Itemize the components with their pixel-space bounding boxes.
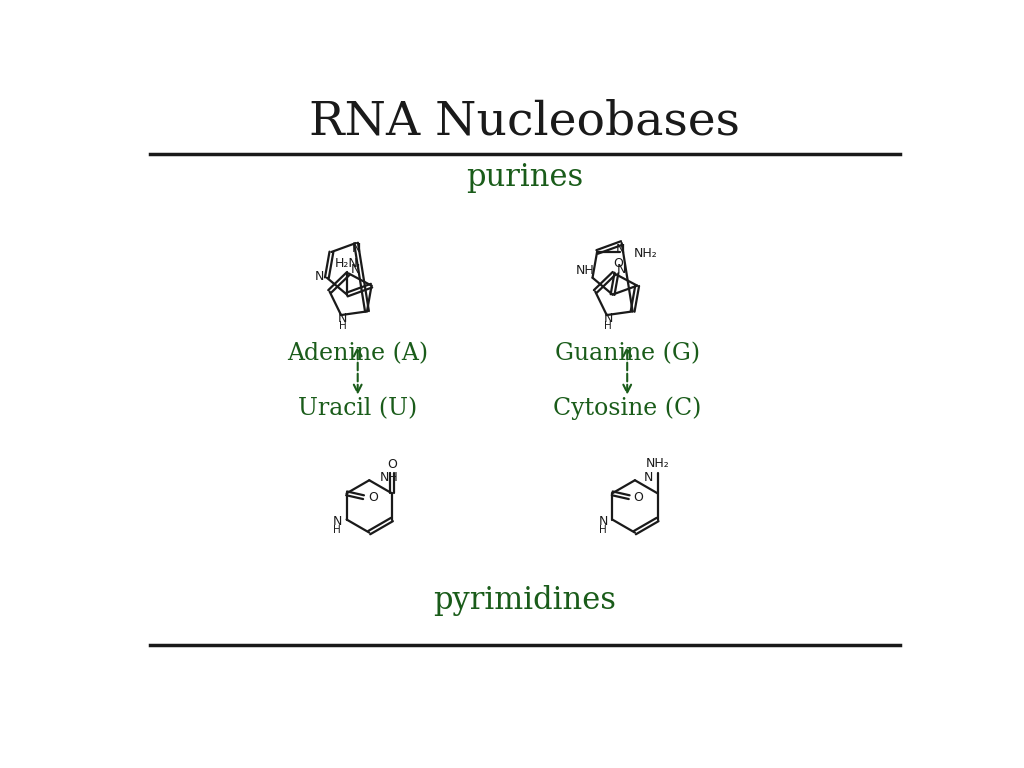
Text: N: N [644, 471, 653, 484]
Text: H: H [334, 525, 341, 535]
Text: N: N [351, 242, 360, 255]
Text: NH: NH [380, 471, 398, 484]
Text: H: H [339, 321, 346, 331]
Text: NH₂: NH₂ [634, 247, 657, 260]
Text: Adenine (A): Adenine (A) [287, 343, 428, 366]
Text: N: N [603, 312, 613, 325]
Text: N: N [615, 243, 625, 256]
Text: N: N [616, 263, 626, 276]
Text: H: H [604, 321, 612, 331]
Text: O: O [634, 491, 643, 504]
Text: N: N [598, 515, 607, 528]
Text: pyrimidines: pyrimidines [433, 585, 616, 616]
Text: O: O [368, 491, 378, 504]
Text: N: N [338, 312, 347, 325]
Text: N: N [350, 263, 360, 276]
Text: purines: purines [466, 162, 584, 193]
Text: NH: NH [575, 264, 594, 277]
Text: RNA Nucleobases: RNA Nucleobases [309, 99, 740, 144]
Text: Uracil (U): Uracil (U) [298, 397, 418, 420]
Text: N: N [333, 515, 342, 528]
Text: O: O [613, 257, 623, 270]
Text: H₂N: H₂N [334, 257, 358, 270]
Text: O: O [387, 458, 397, 471]
Text: N: N [314, 270, 324, 283]
Text: Guanine (G): Guanine (G) [555, 343, 699, 366]
Text: Cytosine (C): Cytosine (C) [553, 397, 701, 420]
Text: H: H [599, 525, 607, 535]
Text: NH₂: NH₂ [646, 457, 670, 470]
